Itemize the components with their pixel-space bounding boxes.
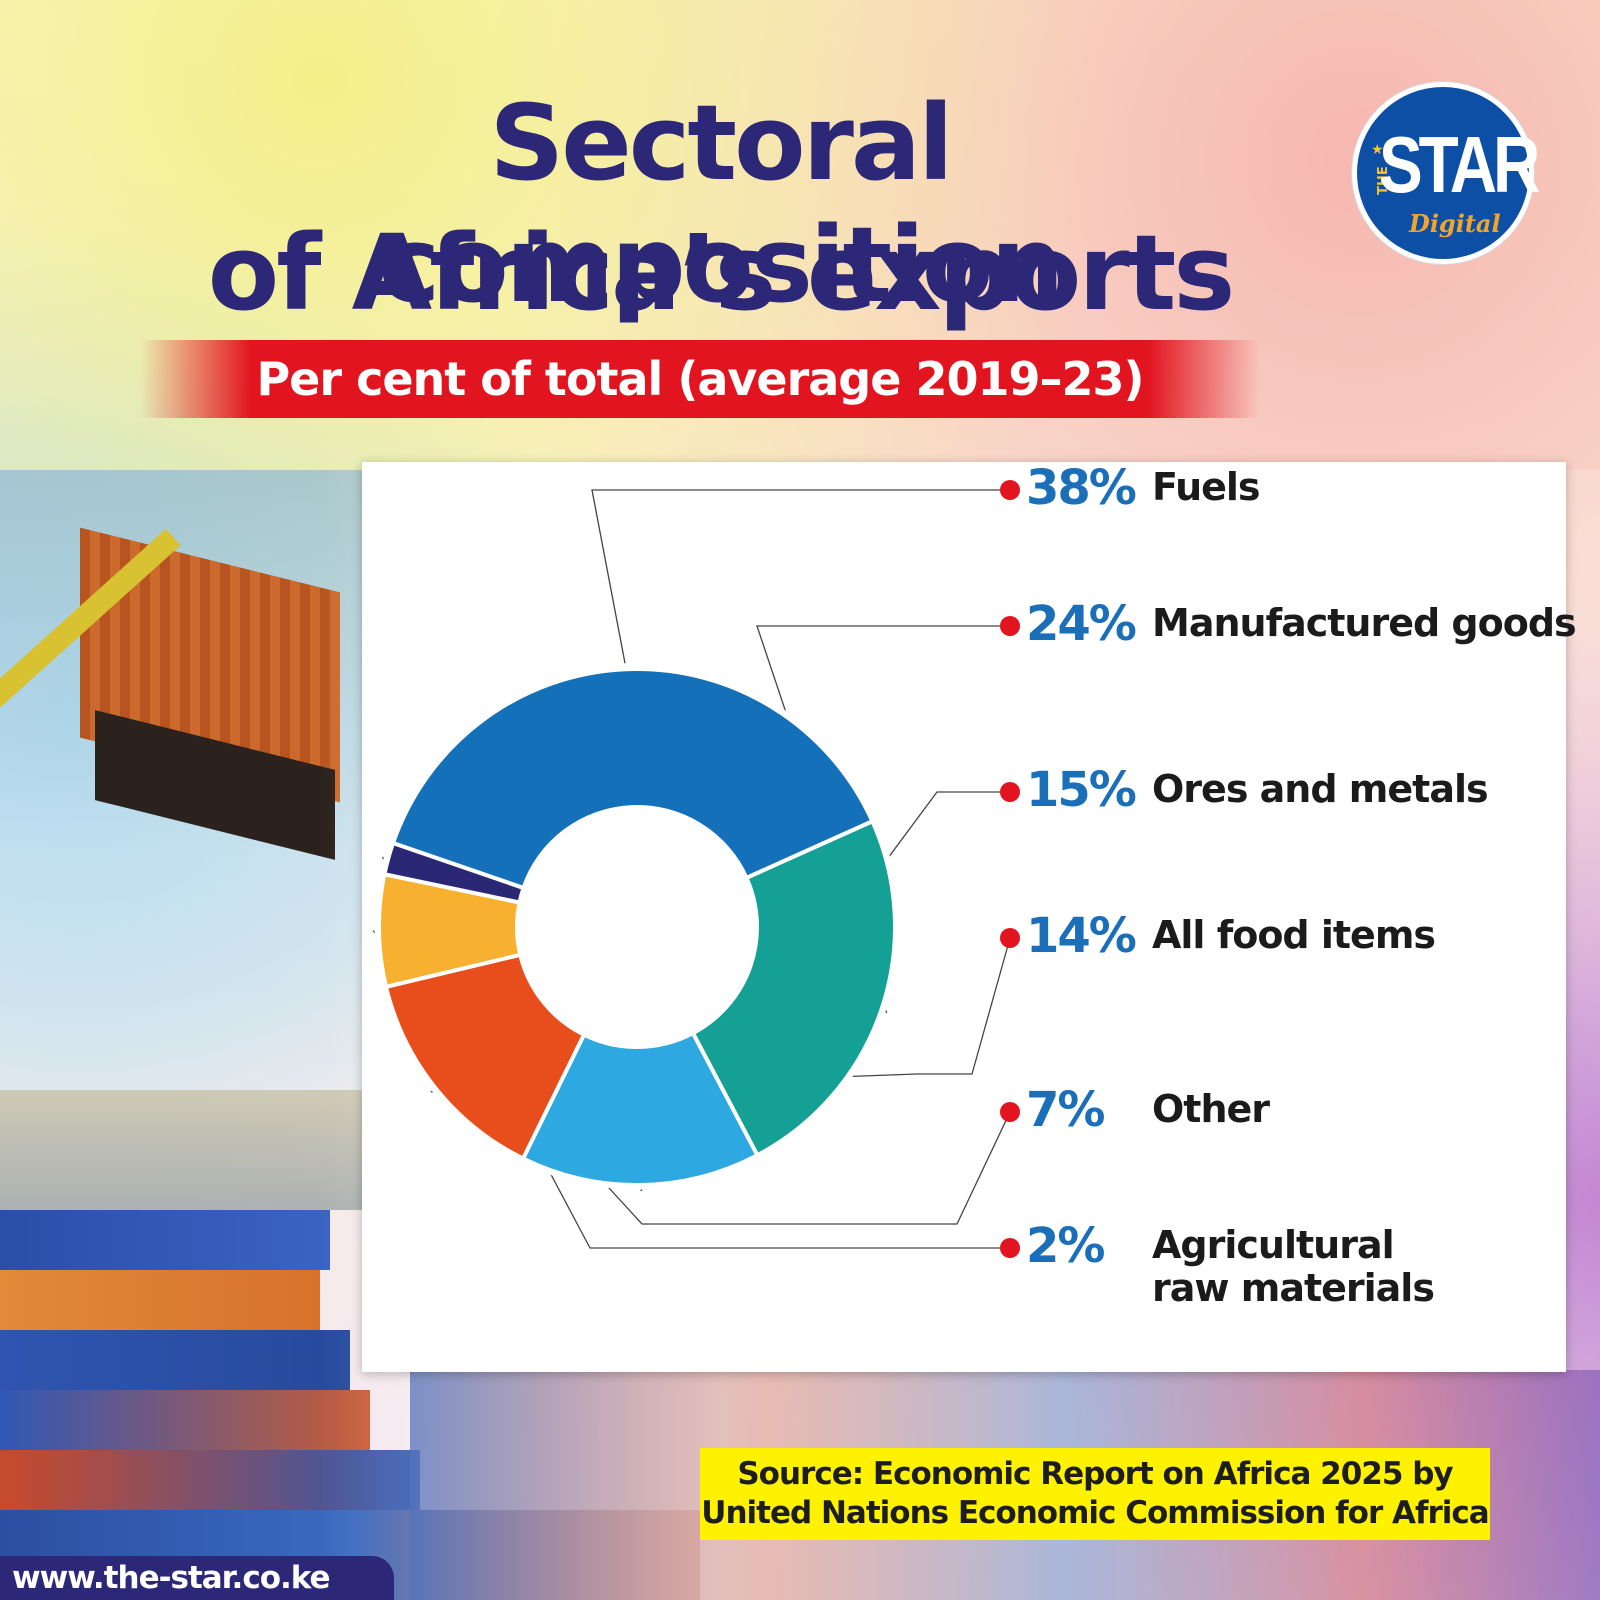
- chart-title-line1: Sectoral composition: [378, 82, 1065, 326]
- data-label: 2%: [1026, 1218, 1105, 1274]
- website-url[interactable]: www.the-star.co.ke: [12, 1560, 331, 1596]
- legend-bullet-icon: [1000, 480, 1020, 500]
- category-label: Other: [1152, 1087, 1270, 1131]
- chart-title-line2: of Africa’s exports: [207, 212, 1235, 334]
- donut-outer-ring: [374, 664, 900, 1190]
- the-star-digital-logo: ★ THE STAR Digital: [1352, 82, 1540, 264]
- data-label: 15%: [1026, 762, 1137, 818]
- data-label: 14%: [1026, 908, 1137, 964]
- logo-star-text: STAR: [1379, 120, 1540, 209]
- donut-slices: [374, 664, 900, 1190]
- legend-bullet-icon: [1000, 928, 1020, 948]
- category-label: Fuels: [1152, 465, 1261, 509]
- chart-subtitle: Per cent of total (average 2019–23): [256, 352, 1144, 406]
- source-line2: United Nations Economic Commission for A…: [701, 1495, 1489, 1531]
- category-label: Ores and metals: [1152, 767, 1489, 811]
- data-label: 38%: [1026, 460, 1137, 516]
- chart-panel: [362, 462, 1566, 1372]
- category-label: Manufactured goods: [1152, 601, 1577, 645]
- legend-bullet-icon: [1000, 782, 1020, 802]
- category-label: All food items: [1152, 913, 1436, 957]
- category-label: Agricultural raw materials: [1152, 1223, 1435, 1310]
- leader-line: [591, 489, 1010, 664]
- star-icon: ★: [1371, 142, 1384, 158]
- legend-bullet-icon: [1000, 1102, 1020, 1122]
- donut-slice-fuels: [390, 667, 875, 891]
- legend-bullet-icon: [1000, 1238, 1020, 1258]
- source-text: Source: Economic Report on Africa 2025 b…: [701, 1455, 1489, 1533]
- subtitle-band: Per cent of total (average 2019–23): [140, 340, 1260, 418]
- data-label: 24%: [1026, 596, 1137, 652]
- source-band: Source: Economic Report on Africa 2025 b…: [700, 1448, 1490, 1540]
- donut-chart: [372, 489, 1011, 1249]
- legend-bullet-icon: [1000, 616, 1020, 636]
- website-banner: www.the-star.co.ke: [0, 1556, 394, 1600]
- logo-digital-text: Digital: [1409, 209, 1501, 238]
- source-line1: Source: Economic Report on Africa 2025 b…: [737, 1456, 1453, 1493]
- data-label: 7%: [1026, 1082, 1105, 1138]
